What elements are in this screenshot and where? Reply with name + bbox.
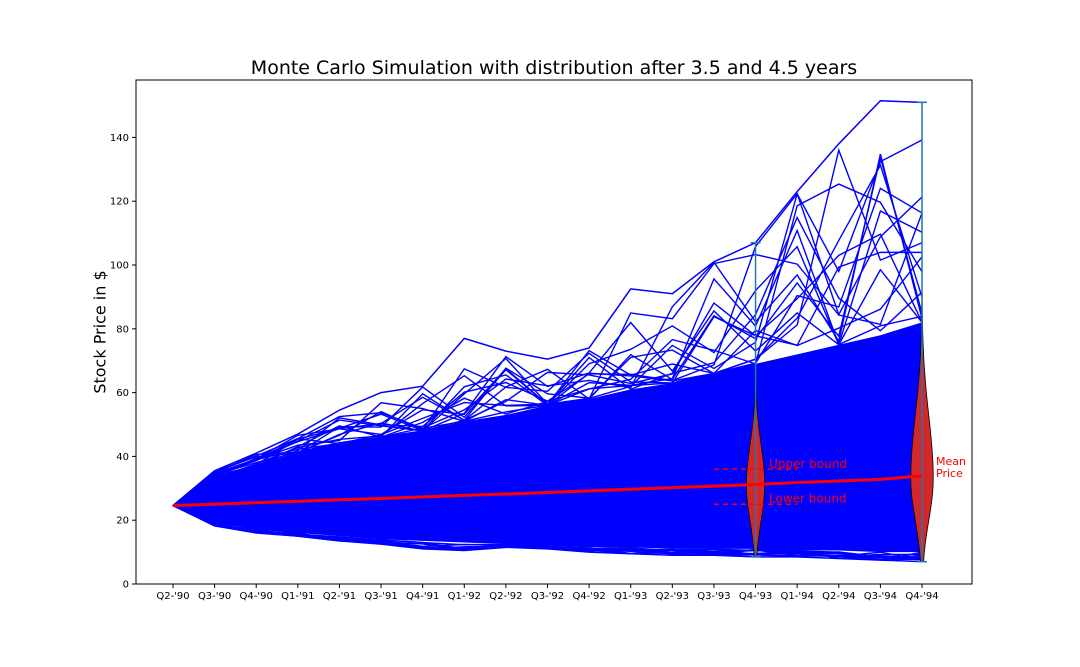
y-tick-label: 40: [116, 452, 129, 463]
axes: Upper bound Lower bound Mean Price 0 20 40 60 80…: [110, 133, 966, 602]
x-tick-label: Q2-'90: [156, 591, 189, 602]
simulation-path: [172, 365, 923, 541]
plot-frame: [135, 79, 973, 585]
y-tick-label: 80: [116, 324, 129, 335]
lower-bound-label: Lower bound: [769, 491, 847, 505]
mean-price-label-line: Price: [936, 467, 963, 480]
simulation-path: [172, 372, 923, 550]
y-axis-label: Stock Price in $: [91, 270, 110, 393]
x-tick-label: Q2-'94: [822, 591, 855, 602]
simulation-path: [172, 375, 923, 550]
simulation-path: [172, 369, 923, 529]
x-tick-label: Q2-'93: [656, 591, 689, 602]
simulation-path: [172, 384, 923, 521]
x-tick-label: Q1-'94: [781, 591, 814, 602]
y-tick-label: 120: [110, 197, 129, 208]
simulation-paths: [172, 139, 923, 561]
x-tick-label: Q2-'92: [489, 591, 522, 602]
plot-area: [172, 99, 934, 563]
y-tick-label: 140: [110, 133, 129, 144]
x-tick-label: Q4-'93: [739, 591, 772, 602]
y-tick-label: 0: [123, 580, 129, 591]
x-tick-label: Q1-'92: [448, 591, 481, 602]
simulation-path: [172, 251, 923, 507]
x-tick-label: Q4-'90: [240, 591, 273, 602]
x-tick-label: Q3-'90: [198, 591, 231, 602]
simulation-path: [172, 322, 923, 545]
simulation-path: [172, 212, 923, 507]
y-tick-label: 100: [110, 261, 129, 272]
simulation-path: [172, 353, 923, 542]
x-tick-label: Q3-'91: [364, 591, 397, 602]
simulation-path: [172, 397, 923, 534]
x-tick-label: Q3-'92: [531, 591, 564, 602]
x-tick-label: Q1-'93: [614, 591, 647, 602]
simulation-path: [172, 363, 923, 535]
simulation-path: [172, 359, 923, 537]
simulation-path-min: [172, 504, 923, 563]
simulation-path-max: [172, 99, 923, 507]
x-tick-label: Q4-'92: [572, 591, 605, 602]
x-tick-label: Q2-'91: [323, 591, 356, 602]
mean-price-line: [172, 474, 923, 508]
x-tick-label: Q1-'91: [281, 591, 314, 602]
simulation-path: [172, 373, 923, 545]
simulation-path: [172, 387, 923, 533]
simulation-path: [172, 356, 923, 537]
simulation-path: [172, 210, 923, 507]
simulation-path: [172, 367, 923, 543]
x-tick-label: Q3-'94: [864, 591, 897, 602]
x-tick-label: Q4-'91: [406, 591, 439, 602]
simulation-path: [172, 504, 923, 561]
simulation-path: [172, 369, 923, 540]
x-tick-label: Q3-'93: [697, 591, 730, 602]
mean-price-label: Mean Price: [936, 455, 966, 480]
upper-bound-label: Upper bound: [769, 457, 847, 471]
simulation-path: [172, 388, 923, 548]
y-tick-label: 20: [116, 516, 129, 527]
x-tick-label: Q4-'94: [905, 591, 938, 602]
simulation-path: [172, 355, 923, 545]
y-tick-label: 60: [116, 388, 129, 399]
simulation-path: [172, 336, 923, 535]
simulation-path: [172, 380, 923, 540]
mean-price-label-line: Mean: [936, 455, 966, 468]
chart-title: Monte Carlo Simulation with distribution…: [251, 57, 857, 79]
